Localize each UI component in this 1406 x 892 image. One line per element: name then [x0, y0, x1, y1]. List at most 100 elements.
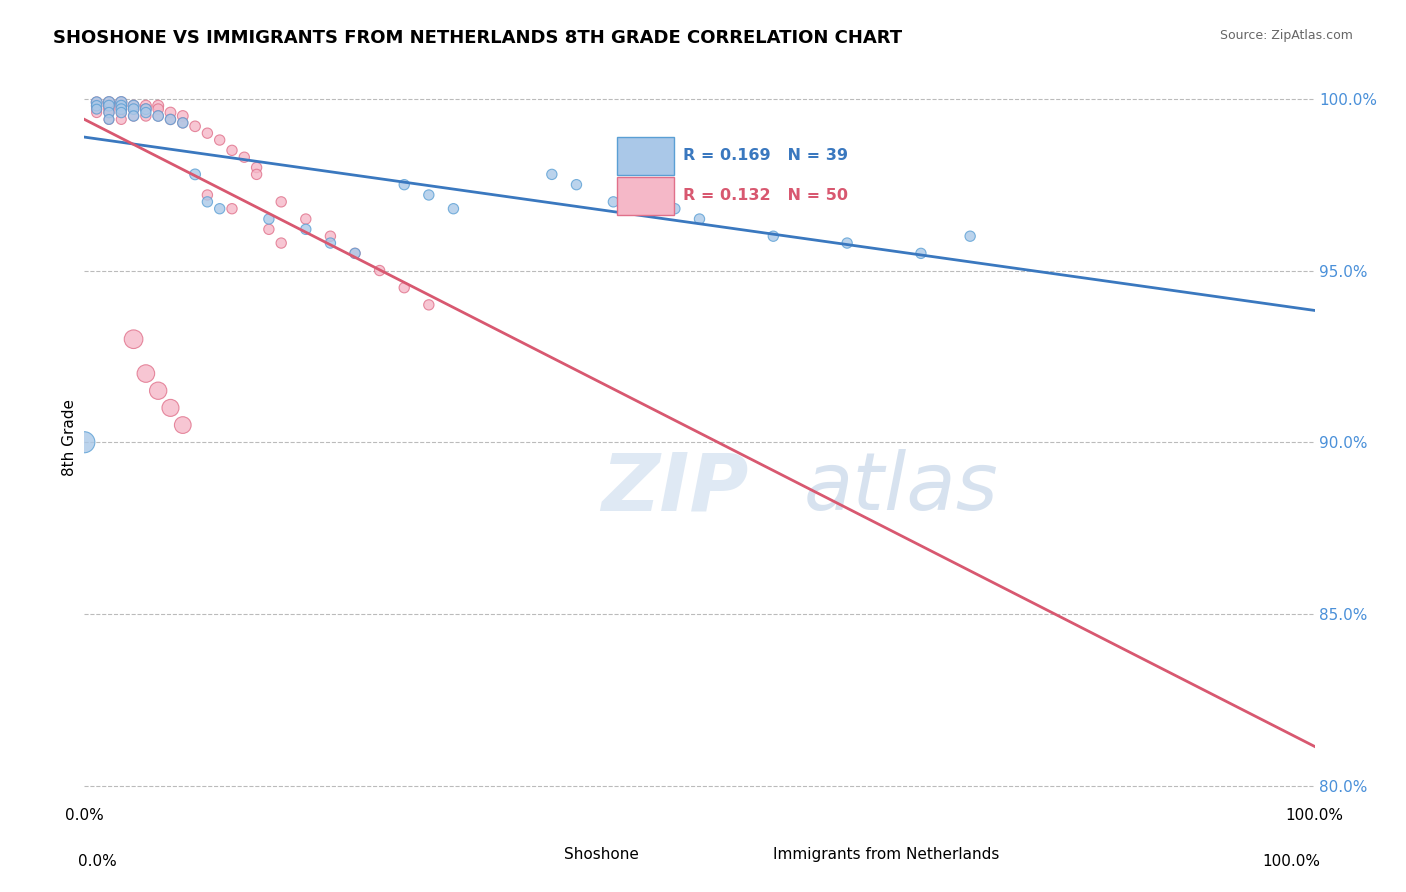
Point: [86, 102, 108, 116]
Point: [418, 188, 440, 202]
Point: [959, 229, 981, 244]
Point: [270, 194, 292, 209]
Point: [135, 105, 157, 120]
Text: Immigrants from Netherlands: Immigrants from Netherlands: [773, 847, 1000, 862]
Y-axis label: 8th Grade: 8th Grade: [62, 399, 77, 475]
Point: [98, 112, 120, 127]
Point: [98, 105, 120, 120]
Point: [122, 98, 145, 112]
Point: [221, 144, 243, 158]
FancyBboxPatch shape: [730, 842, 766, 866]
Text: R = 0.132   N = 50: R = 0.132 N = 50: [683, 188, 848, 203]
Point: [86, 98, 108, 112]
Point: [110, 95, 132, 110]
Point: [122, 109, 145, 123]
Text: SHOSHONE VS IMMIGRANTS FROM NETHERLANDS 8TH GRADE CORRELATION CHART: SHOSHONE VS IMMIGRANTS FROM NETHERLANDS …: [53, 29, 903, 46]
Point: [148, 102, 170, 116]
Point: [270, 235, 292, 250]
Point: [208, 133, 231, 147]
Point: [295, 212, 318, 227]
Text: Source: ZipAtlas.com: Source: ZipAtlas.com: [1219, 29, 1353, 42]
FancyBboxPatch shape: [617, 178, 673, 216]
Point: [122, 102, 145, 116]
Point: [208, 202, 231, 216]
Point: [541, 167, 564, 181]
Text: 100.0%: 100.0%: [1263, 854, 1320, 869]
Point: [689, 212, 711, 227]
Point: [159, 112, 181, 127]
Point: [122, 102, 145, 116]
Point: [565, 178, 588, 192]
Text: atlas: atlas: [804, 450, 998, 527]
Point: [86, 105, 108, 120]
Point: [184, 120, 207, 134]
Point: [910, 246, 932, 260]
Point: [98, 95, 120, 110]
Point: [159, 112, 181, 127]
Point: [172, 116, 194, 130]
Point: [184, 167, 207, 181]
Point: [172, 109, 194, 123]
Point: [148, 98, 170, 112]
Point: [837, 235, 859, 250]
Text: Shoshone: Shoshone: [564, 847, 640, 862]
Point: [602, 194, 624, 209]
Point: [159, 105, 181, 120]
Point: [135, 109, 157, 123]
Point: [98, 98, 120, 112]
Point: [159, 401, 181, 415]
Point: [110, 98, 132, 112]
Point: [295, 222, 318, 236]
Point: [110, 98, 132, 112]
Point: [762, 229, 785, 244]
Point: [110, 95, 132, 110]
Point: [197, 194, 219, 209]
Point: [344, 246, 367, 260]
Point: [257, 222, 280, 236]
Point: [197, 188, 219, 202]
Point: [98, 95, 120, 110]
Point: [233, 150, 256, 164]
Point: [394, 281, 416, 295]
Point: [110, 105, 132, 120]
Point: [98, 98, 120, 112]
Point: [257, 212, 280, 227]
Point: [122, 332, 145, 346]
Point: [98, 102, 120, 116]
Point: [172, 418, 194, 433]
Point: [110, 105, 132, 120]
Point: [86, 95, 108, 110]
Text: R = 0.169   N = 39: R = 0.169 N = 39: [683, 148, 848, 163]
FancyBboxPatch shape: [520, 842, 557, 866]
Text: 0.0%: 0.0%: [79, 854, 117, 869]
Point: [110, 102, 132, 116]
Point: [86, 98, 108, 112]
Point: [122, 109, 145, 123]
Point: [368, 263, 391, 277]
Point: [148, 109, 170, 123]
Point: [86, 95, 108, 110]
Point: [197, 126, 219, 140]
Text: ZIP: ZIP: [602, 450, 748, 527]
Point: [664, 202, 686, 216]
Point: [148, 109, 170, 123]
Point: [110, 112, 132, 127]
Point: [344, 246, 367, 260]
Point: [246, 167, 269, 181]
Point: [135, 98, 157, 112]
Point: [148, 384, 170, 398]
FancyBboxPatch shape: [617, 137, 673, 175]
Point: [135, 102, 157, 116]
Point: [394, 178, 416, 192]
Point: [98, 112, 120, 127]
Point: [319, 229, 342, 244]
Point: [319, 235, 342, 250]
Point: [135, 102, 157, 116]
Point: [110, 102, 132, 116]
Point: [86, 102, 108, 116]
Point: [172, 116, 194, 130]
Point: [443, 202, 465, 216]
Point: [246, 161, 269, 175]
Point: [418, 298, 440, 312]
Point: [221, 202, 243, 216]
